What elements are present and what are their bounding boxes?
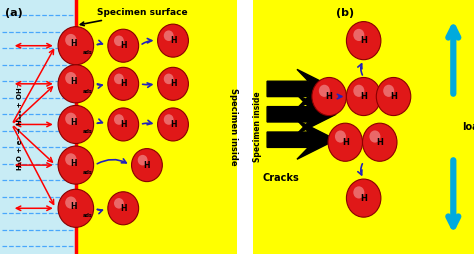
Text: H: H	[360, 36, 367, 45]
Text: Specimen inside: Specimen inside	[254, 92, 263, 162]
Circle shape	[363, 123, 397, 161]
Circle shape	[65, 197, 76, 209]
Text: H: H	[70, 77, 76, 86]
Circle shape	[164, 30, 173, 41]
Circle shape	[157, 24, 188, 57]
Circle shape	[108, 29, 138, 62]
Text: H: H	[70, 202, 76, 211]
Bar	[0, 0, 76, 254]
Circle shape	[346, 179, 381, 217]
Polygon shape	[267, 69, 336, 108]
Circle shape	[114, 198, 124, 209]
Polygon shape	[267, 120, 336, 159]
Circle shape	[369, 131, 381, 143]
Circle shape	[114, 36, 124, 46]
Text: H: H	[360, 194, 367, 203]
Text: (b): (b)	[336, 8, 354, 18]
Text: (a): (a)	[5, 8, 22, 18]
Circle shape	[131, 149, 162, 182]
Circle shape	[335, 131, 346, 143]
Text: H: H	[390, 92, 397, 101]
Circle shape	[65, 153, 76, 166]
Circle shape	[65, 34, 76, 46]
Text: H: H	[144, 161, 150, 170]
Circle shape	[312, 77, 346, 116]
Circle shape	[157, 67, 188, 100]
Text: H: H	[120, 79, 127, 88]
Text: ads: ads	[82, 129, 92, 134]
Circle shape	[58, 146, 94, 184]
Circle shape	[108, 192, 138, 225]
Text: ads: ads	[82, 51, 92, 55]
Text: H: H	[170, 120, 176, 129]
Circle shape	[137, 155, 147, 165]
Text: H: H	[120, 41, 127, 50]
Text: H: H	[120, 204, 127, 213]
Circle shape	[383, 85, 394, 97]
Circle shape	[346, 77, 381, 116]
Polygon shape	[267, 95, 336, 134]
Circle shape	[108, 108, 138, 141]
Circle shape	[164, 114, 173, 125]
Text: H₂O + e⁻ → Hₐₑₛ + OH⁻: H₂O + e⁻ → Hₐₑₛ + OH⁻	[17, 84, 23, 170]
Text: ads: ads	[82, 89, 92, 93]
Text: load: load	[463, 122, 474, 132]
Circle shape	[353, 186, 365, 199]
Text: ads: ads	[82, 170, 92, 175]
Text: Specimen surface: Specimen surface	[81, 8, 188, 26]
Bar	[244, 0, 253, 254]
Circle shape	[58, 105, 94, 144]
Circle shape	[108, 67, 138, 100]
Text: H: H	[342, 138, 349, 147]
Circle shape	[328, 123, 363, 161]
Text: H: H	[376, 138, 383, 147]
Text: H: H	[120, 120, 127, 129]
Text: H: H	[70, 118, 76, 127]
Circle shape	[319, 85, 330, 97]
Text: ads: ads	[82, 213, 92, 218]
Text: H: H	[70, 159, 76, 168]
Circle shape	[346, 22, 381, 60]
Circle shape	[353, 29, 365, 41]
Text: Specimen inside: Specimen inside	[229, 88, 238, 166]
Circle shape	[65, 113, 76, 125]
Circle shape	[58, 189, 94, 227]
Text: H: H	[326, 92, 333, 101]
Text: H: H	[170, 36, 176, 45]
Circle shape	[157, 108, 188, 141]
Text: H: H	[170, 79, 176, 88]
Circle shape	[114, 74, 124, 84]
Text: Cracks: Cracks	[263, 173, 299, 183]
Circle shape	[58, 65, 94, 103]
Text: H: H	[70, 39, 76, 48]
Circle shape	[58, 27, 94, 65]
Circle shape	[164, 74, 173, 84]
Circle shape	[114, 114, 124, 125]
Circle shape	[376, 77, 411, 116]
Circle shape	[65, 72, 76, 84]
Circle shape	[353, 85, 365, 97]
Text: H: H	[360, 92, 367, 101]
